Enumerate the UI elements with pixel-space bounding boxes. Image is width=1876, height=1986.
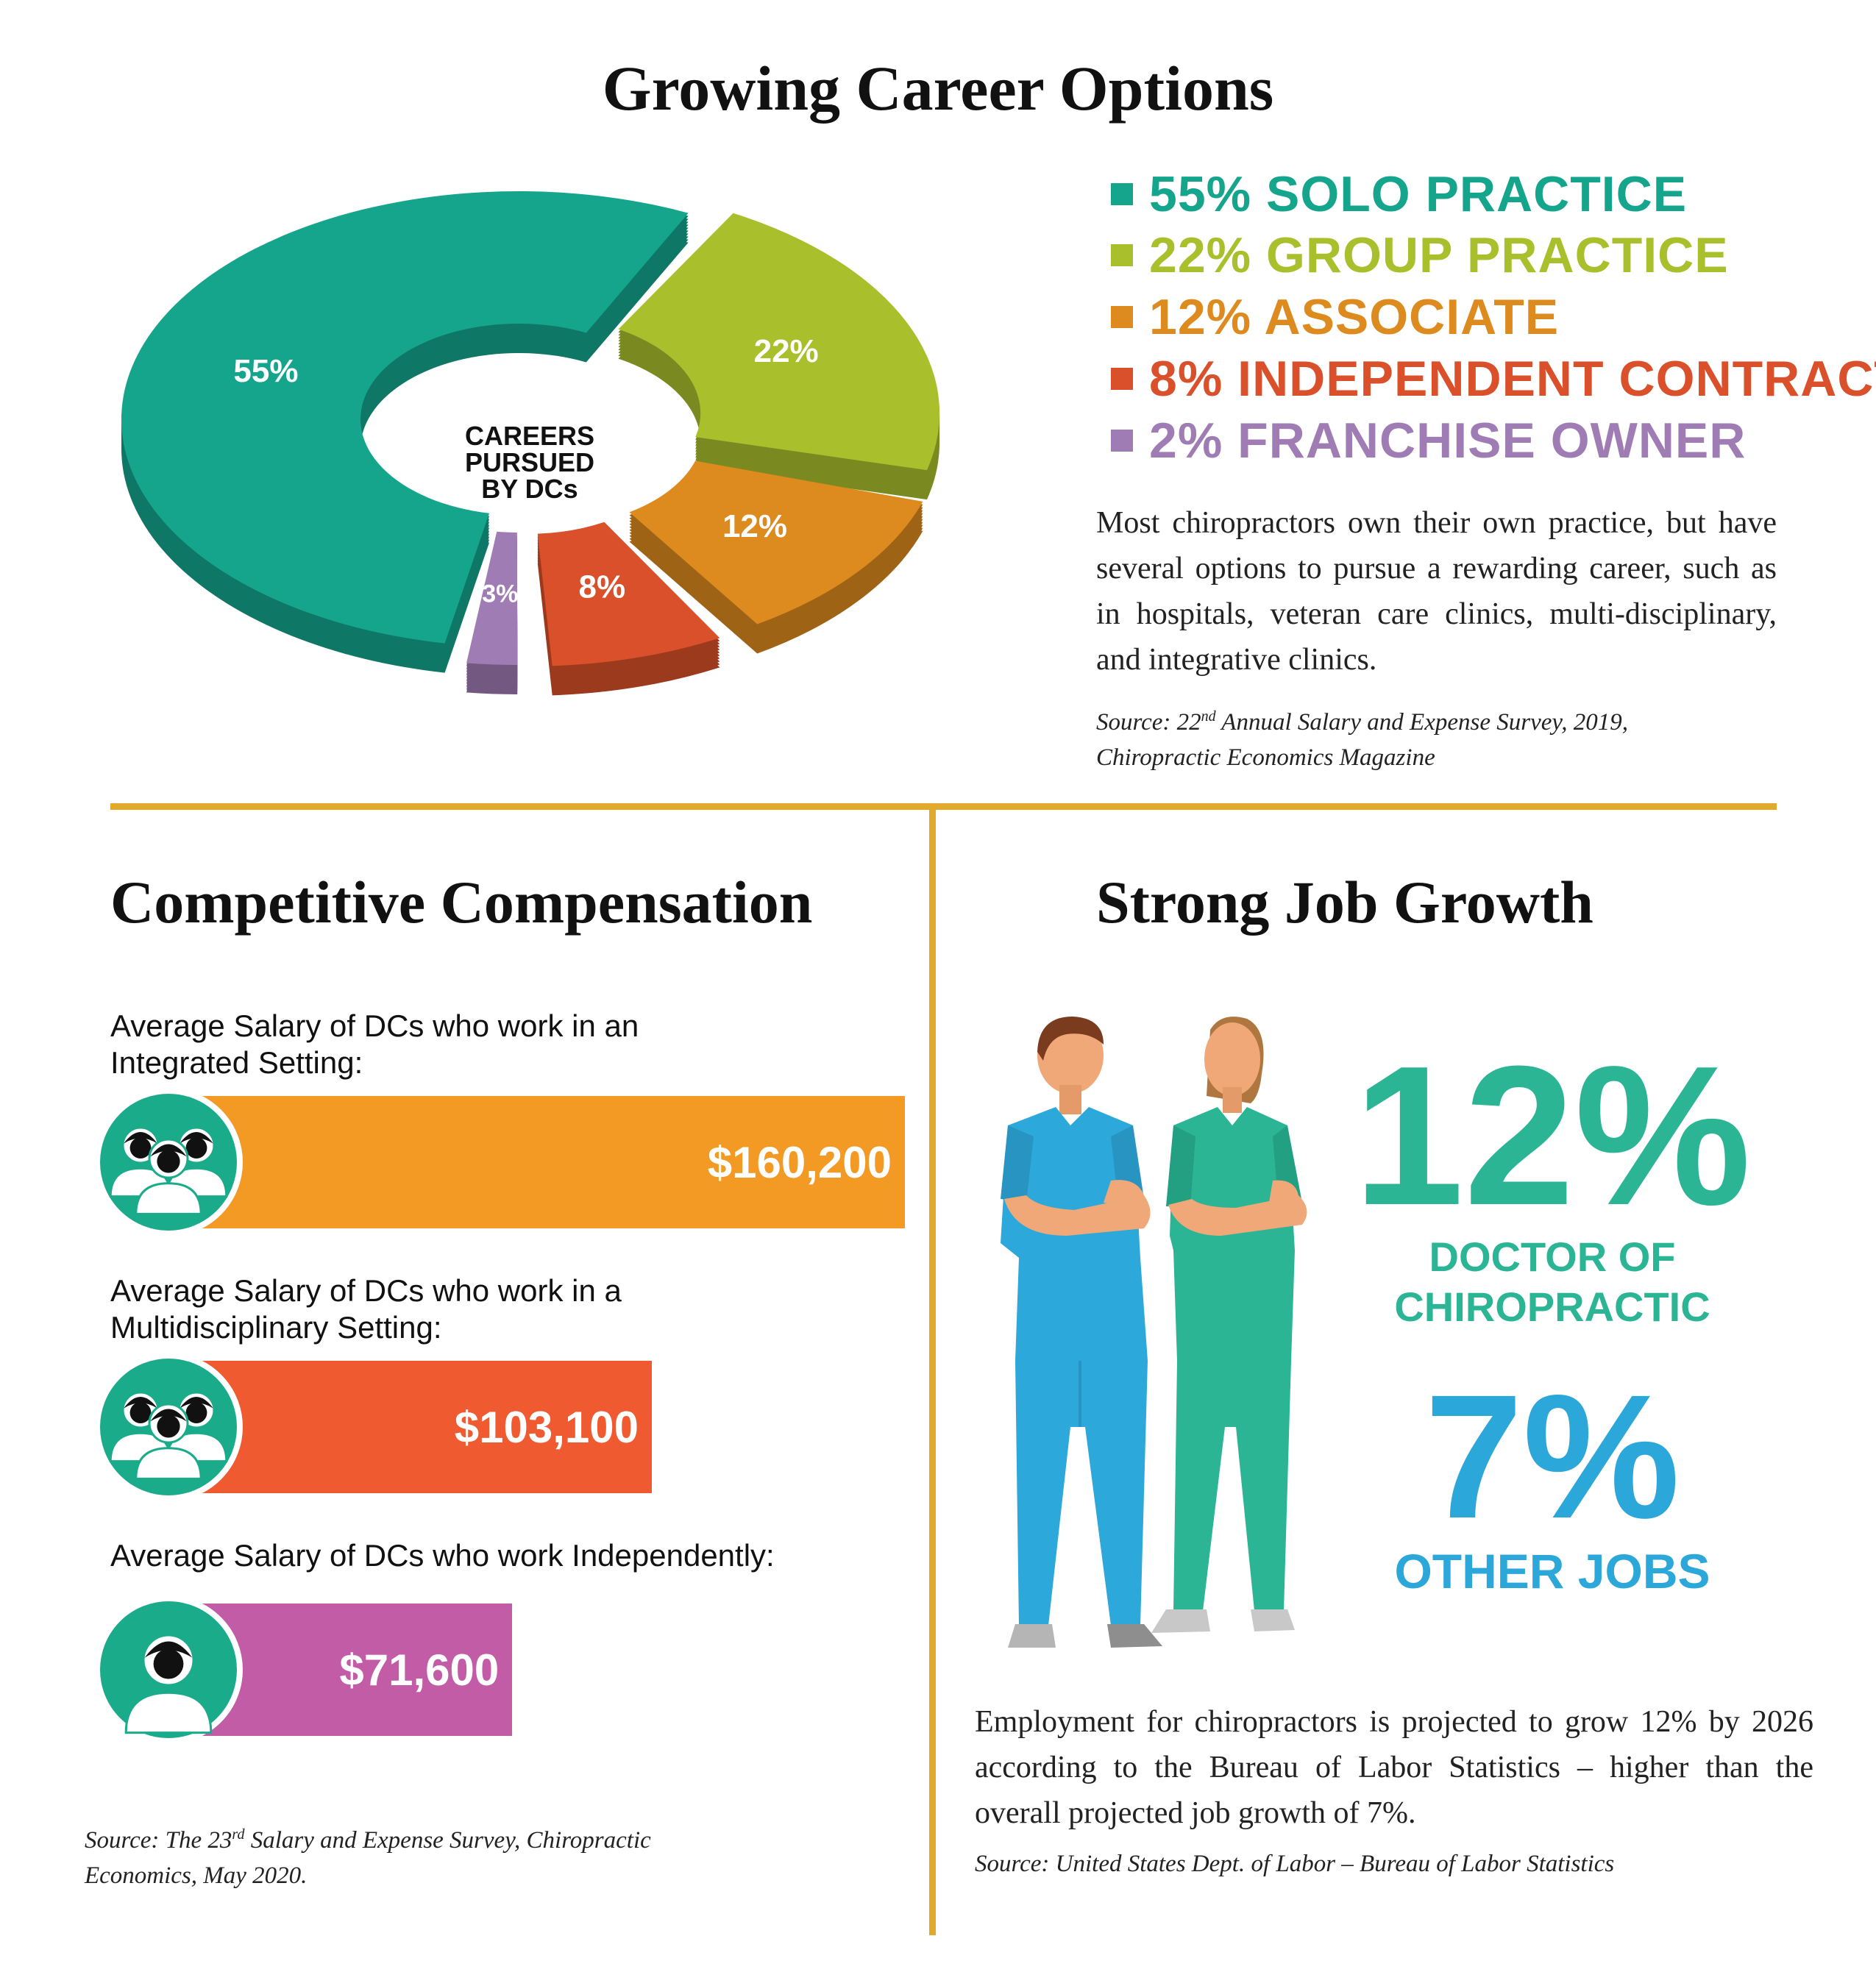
donut-slice-group-practice [618, 213, 940, 471]
donut-center-label: CAREERS PURSUED BY DCs [456, 423, 603, 502]
medical-team-icon [94, 1353, 243, 1501]
donut-slice-label-franchise-owner: 3% [482, 580, 518, 608]
donut-slice-franchise-owner [466, 531, 518, 665]
stat-chiropractic-label: DOCTOR OF CHIROPRACTIC [1346, 1232, 1758, 1332]
compensation-source-suffix: Salary and Expense Survey, Chiropractic [244, 1827, 651, 1854]
salary-bar-caption-line1: Average Salary of DCs who work in an [110, 1008, 639, 1043]
salary-bar-caption-line2: Multidisciplinary Setting: [110, 1310, 442, 1345]
donut-slice-label-solo-practice: 55% [233, 353, 298, 389]
legend-swatch [1111, 430, 1133, 452]
salary-bar-caption-line2: Integrated Setting: [110, 1045, 363, 1080]
career-source-prefix: Source: 22 [1096, 709, 1201, 736]
growth-section-title: Strong Job Growth [1096, 869, 1593, 936]
female-clinician-figure [1151, 1017, 1307, 1633]
growth-paragraph: Employment for chiropractors is projecte… [975, 1705, 1813, 1830]
salary-bar-caption: Average Salary of DCs who work in a Multi… [110, 1273, 883, 1346]
career-paragraph: Most chiropractors own their own practic… [1096, 506, 1777, 677]
stat-other-jobs-growth: 7% [1424, 1358, 1680, 1555]
careers-donut-chart: 55% 22% 12% 8% 3% [121, 191, 940, 696]
salary-bar-caption-line1: Average Salary of DCs who work Independe… [110, 1538, 775, 1573]
career-section-title: Growing Career Options [602, 53, 1274, 124]
salary-bar-value: $160,200 [707, 1137, 892, 1187]
donut-center-line1: CAREERS [464, 421, 595, 451]
compensation-source-prefix: Source: The 23 [85, 1827, 232, 1854]
legend-label: 12% ASSOCIATE [1149, 289, 1560, 345]
stat-chiropractic-growth: 12% [1353, 1025, 1752, 1247]
salary-bar-caption-line1: Average Salary of DCs who work in a [110, 1273, 622, 1308]
salary-bar: $103,100 [195, 1361, 653, 1493]
legend-item-group-practice: 22% GROUP PRACTICE [1111, 227, 1729, 284]
legend-label: 8% INDEPENDENT CONTRACT [1149, 351, 1876, 407]
salary-bar-value: $71,600 [339, 1645, 500, 1695]
legend-label: 22% GROUP PRACTICE [1149, 227, 1729, 283]
donut-slice-solo-practice [121, 191, 689, 644]
donut-slice-label-independent-contract: 8% [579, 569, 626, 605]
legend-item-solo-practice: 55% SOLO PRACTICE [1111, 166, 1687, 223]
donut-center-line2: PURSUED [464, 447, 595, 477]
clinicians-illustration [1001, 1017, 1307, 1648]
vertical-divider [929, 810, 936, 1935]
donut-slice-independent-contract [537, 522, 720, 666]
career-source-sup: nd [1201, 708, 1216, 725]
compensation-source: Source: The 23rd Salary and Expense Surv… [85, 1817, 820, 1893]
donut-slice-associate [629, 460, 923, 624]
salary-bar-value: $103,100 [454, 1402, 639, 1452]
salary-bar-caption: Average Salary of DCs who work in an Inte… [110, 1008, 883, 1081]
donut-slice-label-associate: 12% [722, 508, 787, 544]
legend-swatch [1111, 183, 1133, 205]
salary-bar: $71,600 [195, 1604, 513, 1736]
donut-center-line3: BY DCs [481, 474, 578, 504]
legend-label: 2% FRANCHISE OWNER [1149, 413, 1747, 469]
legend-item-associate: 12% ASSOCIATE [1111, 288, 1559, 346]
career-source: Source: 22nd Annual Salary and Expense S… [1096, 699, 1802, 775]
salary-bar: $160,200 [195, 1096, 905, 1228]
compensation-source-sup: rd [232, 1826, 245, 1843]
medical-team-icon [94, 1088, 243, 1236]
career-source-suffix: Annual Salary and Expense Survey, 2019, [1215, 709, 1628, 736]
stat-other-jobs-label: OTHER JOBS [1394, 1544, 1710, 1598]
growth-source: Source: United States Dept. of Labor – B… [975, 1851, 1615, 1877]
legend-label: 55% SOLO PRACTICE [1149, 166, 1688, 222]
male-clinician-figure [1001, 1017, 1162, 1648]
stat-chiropractic-label-line2: CHIROPRACTIC [1394, 1284, 1710, 1330]
legend-swatch [1111, 244, 1133, 266]
legend-item-franchise-owner: 2% FRANCHISE OWNER [1111, 412, 1746, 469]
compensation-source-line2: Economics, May 2020. [85, 1862, 308, 1889]
doctor-icon [94, 1595, 243, 1744]
horizontal-divider [110, 803, 1777, 810]
donut-slice-label-group-practice: 22% [754, 333, 819, 369]
stat-chiropractic-label-line1: DOCTOR OF [1429, 1234, 1676, 1280]
legend-swatch [1111, 306, 1133, 328]
salary-bar-caption: Average Salary of DCs who work Independe… [110, 1537, 883, 1574]
legend-swatch [1111, 368, 1133, 390]
legend-item-independent-contract: 8% INDEPENDENT CONTRACT [1111, 350, 1876, 407]
compensation-section-title: Competitive Compensation [110, 869, 813, 936]
career-source-line2: Chiropractic Economics Magazine [1096, 744, 1435, 771]
